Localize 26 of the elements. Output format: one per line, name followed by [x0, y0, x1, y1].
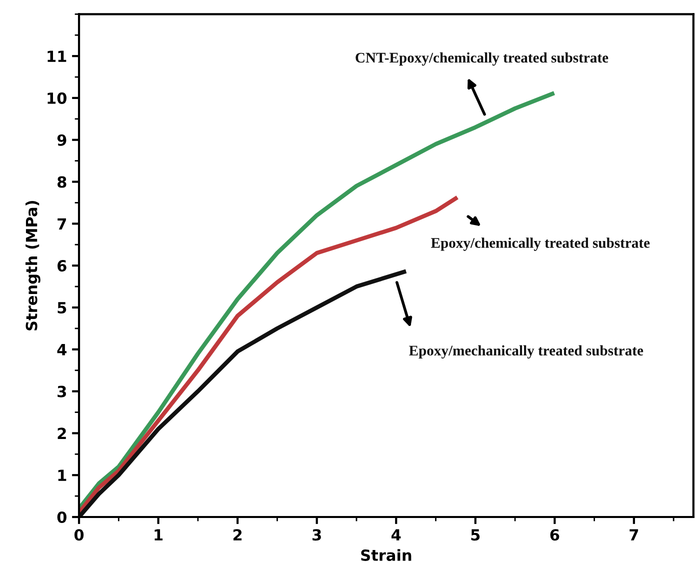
annotation: CNT-Epoxy/chemically treated substrate: [356, 52, 608, 66]
y-tick-label: 5: [58, 302, 66, 314]
y-axis-title: Strength (MPa): [25, 201, 40, 330]
y-tick-label: 9: [57, 134, 66, 146]
annotation: Epoxy/chemically treated substrate: [431, 238, 650, 251]
x-tick-label: 6: [550, 529, 560, 541]
x-tick-label: 7: [630, 529, 638, 540]
line-series: [79, 270, 406, 518]
y-tick-label: 7: [58, 218, 66, 230]
y-tick-label: 10: [48, 92, 66, 104]
annotation: Epoxy/mechanically treated substrate: [409, 345, 644, 359]
x-tick-label: 2: [233, 529, 242, 540]
y-tick-label: 2: [58, 428, 66, 440]
x-tick-label: 4: [391, 529, 401, 540]
y-tick-label: 1: [58, 470, 66, 481]
y-tick-label: 0: [57, 511, 66, 524]
x-tick-label: 5: [471, 529, 480, 541]
y-tick-label: 8: [58, 176, 66, 188]
y-tick-label: 3: [58, 386, 66, 398]
x-axis-title: Strain: [361, 549, 412, 561]
y-tick-label: 11: [48, 50, 66, 62]
x-tick-label: 0: [74, 529, 84, 541]
y-tick-label: 4: [57, 344, 67, 356]
x-tick-label: 1: [154, 529, 163, 540]
y-tick-label: 6: [58, 260, 66, 272]
x-tick-label: 3: [312, 529, 321, 541]
